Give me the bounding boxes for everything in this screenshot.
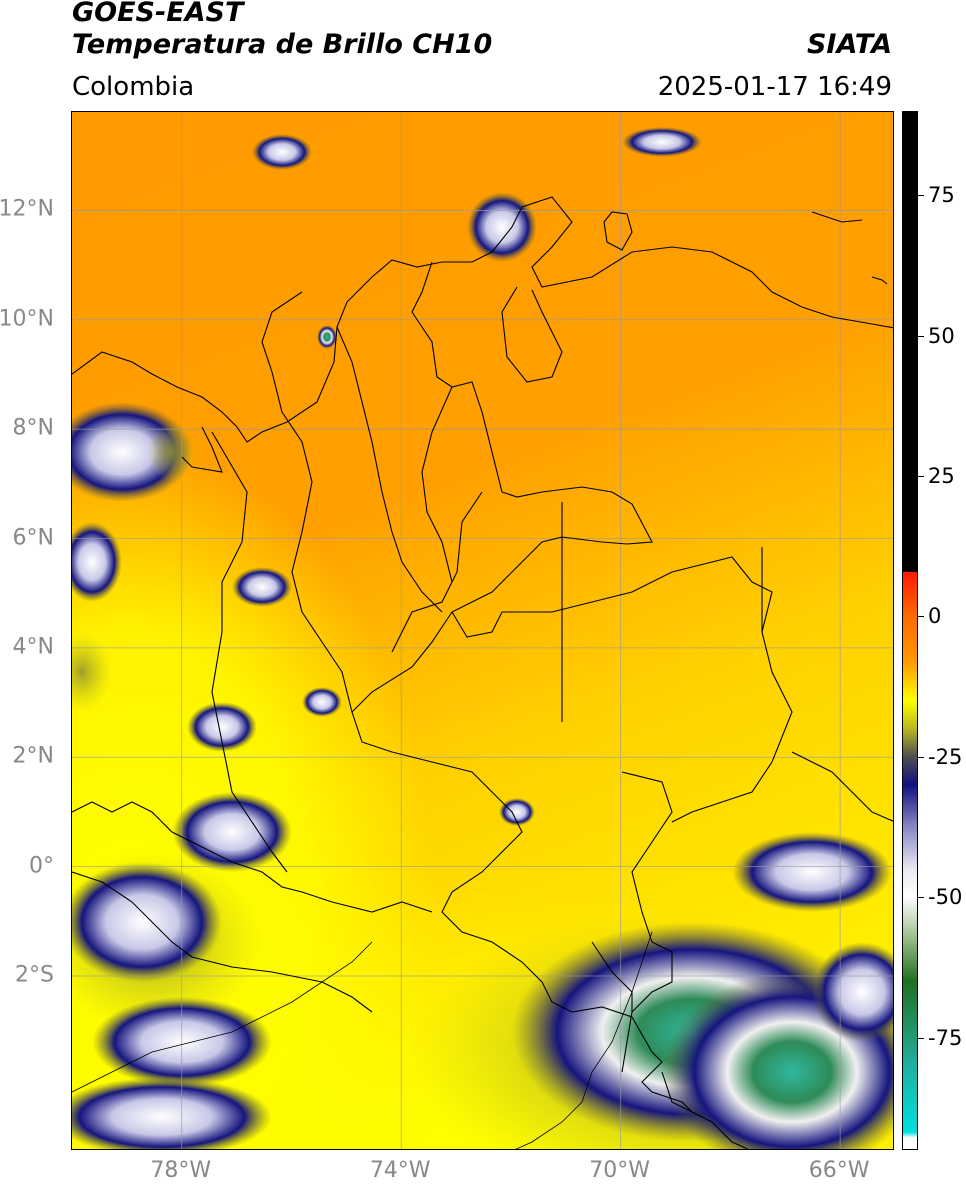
colorbar-tick-label: 0: [928, 604, 942, 629]
datetime-label: 2025-01-17 16:49: [657, 72, 892, 102]
longitude-label: 74°W: [369, 1158, 431, 1183]
region-label: Colombia: [72, 72, 195, 102]
latitude-label: 2°N: [12, 743, 54, 769]
satellite-title: GOES-EAST: [72, 0, 244, 28]
colorbar-tick-label: -25: [928, 744, 963, 769]
colorbar-tick-mark: [918, 756, 924, 758]
colorbar: [902, 111, 918, 1150]
colorbar-tick-label: 75: [928, 183, 955, 208]
longitude-label: 66°W: [808, 1158, 870, 1183]
brightness-temperature-map: [72, 112, 893, 1149]
colorbar-tick-mark: [918, 1037, 924, 1039]
cloud-systems: [72, 127, 893, 1149]
ecuador-peru-border: [72, 931, 653, 1149]
map-panel: [71, 111, 894, 1150]
coastlines-and-borders: [72, 196, 893, 1149]
colorbar-tick-mark: [918, 897, 924, 899]
latitude-label: 6°N: [12, 525, 54, 551]
colorbar-tick-label: -50: [928, 885, 963, 910]
agency-label: SIATA: [806, 29, 892, 60]
colorbar-tick-mark: [918, 616, 924, 618]
longitude-label: 78°W: [150, 1158, 212, 1183]
latitude-label: 4°N: [12, 634, 54, 660]
longitude-label: 70°W: [589, 1158, 651, 1183]
latitude-label: 8°N: [12, 415, 54, 441]
latitude-label: 12°N: [0, 196, 54, 222]
colorbar-tick-label: 25: [928, 464, 955, 489]
colorbar-tick-mark: [918, 335, 924, 337]
graticule: [72, 112, 893, 1149]
latitude-label: 2°S: [15, 962, 54, 988]
colorbar-tick-mark: [918, 195, 924, 197]
latitude-label: 10°N: [0, 306, 54, 332]
colorbar-tick-mark: [918, 476, 924, 478]
colorbar-tick-label: 50: [928, 323, 955, 348]
colorbar-tick-label: -75: [928, 1025, 963, 1050]
product-title: Temperatura de Brillo CH10: [72, 29, 493, 60]
latitude-label: 0°: [29, 853, 54, 879]
